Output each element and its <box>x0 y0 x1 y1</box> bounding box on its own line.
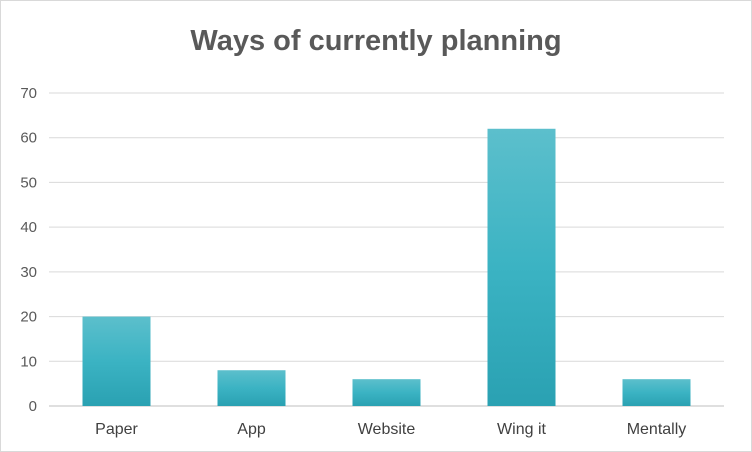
y-tick-label: 10 <box>20 353 37 370</box>
y-tick-label: 0 <box>29 398 37 415</box>
y-tick-label: 30 <box>20 264 37 281</box>
bar-mentally <box>622 379 691 406</box>
bar-app <box>217 370 286 406</box>
x-category-label: Wing it <box>497 421 546 438</box>
x-category-label: Mentally <box>627 421 687 438</box>
y-tick-label: 20 <box>20 309 37 326</box>
x-category-label: App <box>237 421 266 438</box>
x-category-label: Paper <box>95 421 138 438</box>
bar-paper <box>82 316 151 406</box>
x-axis-labels: Paper App Website Wing it Mentally <box>95 421 686 438</box>
gridlines <box>49 92 724 407</box>
y-tick-label: 50 <box>20 174 37 191</box>
bar-website <box>352 379 421 406</box>
y-axis-ticks: 0 10 20 30 40 50 60 70 <box>20 85 37 415</box>
x-category-label: Website <box>358 421 416 438</box>
y-tick-label: 70 <box>20 85 37 102</box>
chart-title: Ways of currently planning <box>190 25 562 57</box>
bars <box>82 128 691 406</box>
y-tick-label: 40 <box>20 219 37 236</box>
y-tick-label: 60 <box>20 130 37 147</box>
bar-wing-it <box>487 128 556 406</box>
